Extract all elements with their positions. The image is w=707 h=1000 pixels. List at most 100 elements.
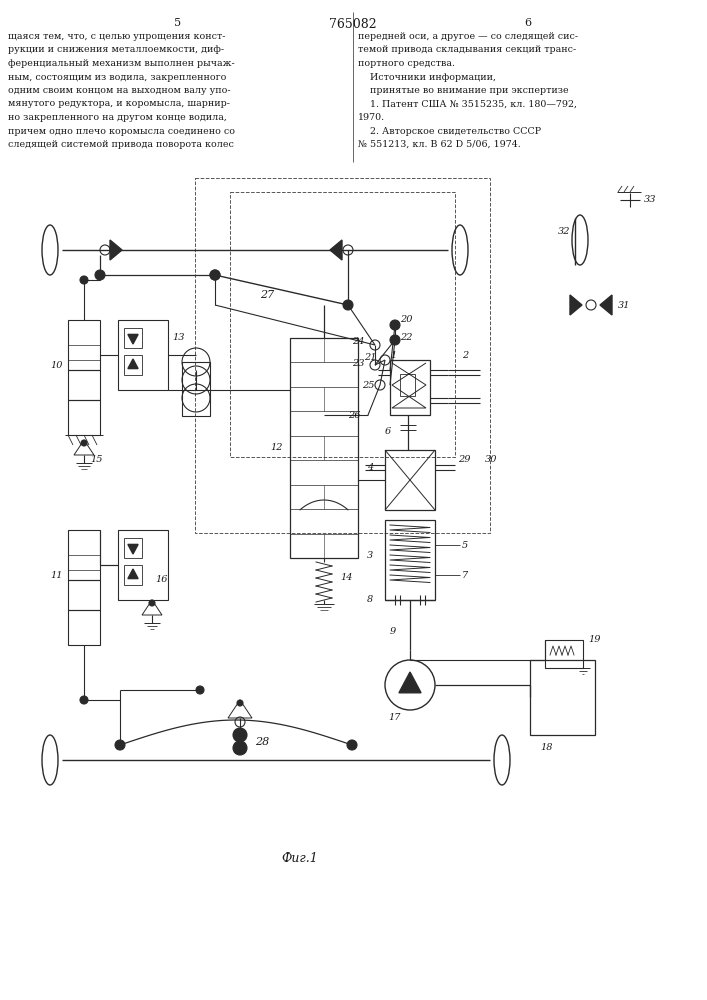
- Circle shape: [80, 696, 88, 704]
- Polygon shape: [600, 295, 612, 315]
- Bar: [68, 400, 100, 435]
- Circle shape: [210, 270, 220, 280]
- Text: 24: 24: [352, 338, 365, 347]
- Text: Фиг.1: Фиг.1: [281, 852, 318, 864]
- Circle shape: [81, 440, 87, 446]
- Text: ференциальный механизм выполнен рычаж-: ференциальный механизм выполнен рычаж-: [8, 59, 235, 68]
- Text: одним своим концом на выходном валу упо-: одним своим концом на выходном валу упо-: [8, 86, 230, 95]
- Text: 21: 21: [364, 353, 377, 361]
- Bar: [124, 328, 142, 348]
- Circle shape: [233, 728, 247, 742]
- Circle shape: [347, 740, 357, 750]
- Text: 6: 6: [385, 428, 391, 436]
- Text: щаяся тем, что, с целью упрощения конст-: щаяся тем, что, с целью упрощения конст-: [8, 32, 226, 41]
- Text: 1970.: 1970.: [358, 113, 385, 122]
- Bar: [124, 355, 142, 375]
- Text: 6: 6: [525, 18, 532, 28]
- Text: 1: 1: [390, 351, 396, 360]
- Text: но закрепленного на другом конце водила,: но закрепленного на другом конце водила,: [8, 113, 227, 122]
- Bar: [68, 610, 100, 645]
- Text: следящей системой привода поворота колес: следящей системой привода поворота колес: [8, 140, 234, 149]
- Text: 20: 20: [400, 316, 412, 324]
- Text: 5: 5: [462, 540, 468, 550]
- Circle shape: [80, 276, 88, 284]
- Text: Источники информации,: Источники информации,: [358, 73, 496, 82]
- Circle shape: [233, 741, 247, 755]
- Text: 15: 15: [90, 456, 103, 464]
- Text: 7: 7: [462, 570, 468, 580]
- Polygon shape: [570, 295, 582, 315]
- Bar: [195, 178, 490, 533]
- Text: 17: 17: [388, 714, 400, 722]
- Text: 10: 10: [50, 360, 62, 369]
- Bar: [68, 370, 100, 400]
- Bar: [400, 374, 415, 396]
- Text: ным, состоящим из водила, закрепленного: ным, состоящим из водила, закрепленного: [8, 73, 226, 82]
- Text: 4: 4: [367, 464, 373, 473]
- Text: принятые во внимание при экспертизе: принятые во внимание при экспертизе: [358, 86, 568, 95]
- Polygon shape: [110, 240, 122, 260]
- Text: 8: 8: [367, 595, 373, 604]
- Circle shape: [210, 270, 220, 280]
- Text: 2: 2: [462, 351, 468, 360]
- Text: 765082: 765082: [329, 18, 377, 31]
- Text: 19: 19: [588, 636, 600, 645]
- Polygon shape: [399, 672, 421, 693]
- Text: 1. Патент США № 3515235, кл. 180—792,: 1. Патент США № 3515235, кл. 180—792,: [358, 100, 577, 108]
- Polygon shape: [128, 334, 138, 344]
- Bar: [230, 192, 455, 457]
- Text: 2. Авторское свидетельство СССР: 2. Авторское свидетельство СССР: [358, 126, 541, 135]
- Bar: [545, 640, 583, 668]
- Circle shape: [237, 700, 243, 706]
- Circle shape: [343, 300, 353, 310]
- Bar: [124, 565, 142, 585]
- Circle shape: [390, 335, 400, 345]
- Text: передней оси, а другое — со следящей сис-: передней оси, а другое — со следящей сис…: [358, 32, 578, 41]
- Text: 18: 18: [540, 744, 552, 752]
- Bar: [182, 362, 210, 416]
- Bar: [124, 538, 142, 558]
- Text: 9: 9: [390, 628, 396, 637]
- Text: № 551213, кл. В 62 D 5/06, 1974.: № 551213, кл. В 62 D 5/06, 1974.: [358, 140, 521, 149]
- Circle shape: [390, 320, 400, 330]
- Text: 33: 33: [644, 196, 657, 205]
- Text: 3: 3: [367, 550, 373, 560]
- Circle shape: [95, 270, 105, 280]
- Text: 29: 29: [458, 456, 470, 464]
- Circle shape: [149, 600, 155, 606]
- Bar: [390, 360, 430, 415]
- Text: мянутого редуктора, и коромысла, шарнир-: мянутого редуктора, и коромысла, шарнир-: [8, 100, 230, 108]
- Text: причем одно плечо коромысла соединено со: причем одно плечо коромысла соединено со: [8, 126, 235, 135]
- Text: 22: 22: [400, 334, 412, 342]
- Bar: [118, 320, 168, 390]
- Text: 5: 5: [175, 18, 182, 28]
- Text: 26: 26: [348, 410, 361, 420]
- Text: 28: 28: [255, 737, 269, 747]
- Text: 16: 16: [155, 576, 168, 584]
- Text: 27: 27: [260, 290, 274, 300]
- Circle shape: [115, 740, 125, 750]
- Text: 11: 11: [50, 570, 62, 580]
- Bar: [68, 580, 100, 610]
- Polygon shape: [330, 240, 342, 260]
- Text: 13: 13: [172, 334, 185, 342]
- Text: 25: 25: [362, 380, 375, 389]
- Text: рукции и снижения металлоемкости, диф-: рукции и снижения металлоемкости, диф-: [8, 45, 224, 54]
- Bar: [118, 530, 168, 600]
- Text: 12: 12: [270, 444, 283, 452]
- Text: 14: 14: [340, 574, 353, 582]
- Bar: [530, 660, 595, 735]
- Bar: [68, 530, 100, 580]
- Bar: [385, 450, 435, 510]
- Text: темой привода складывания секций транс-: темой привода складывания секций транс-: [358, 45, 576, 54]
- Bar: [385, 520, 435, 600]
- Bar: [290, 338, 358, 558]
- Polygon shape: [128, 359, 138, 369]
- Circle shape: [196, 686, 204, 694]
- Text: 23: 23: [352, 359, 365, 367]
- Text: 30: 30: [485, 456, 498, 464]
- Bar: [68, 320, 100, 370]
- Polygon shape: [128, 569, 138, 579]
- Text: 31: 31: [618, 300, 631, 310]
- Text: портного средства.: портного средства.: [358, 59, 455, 68]
